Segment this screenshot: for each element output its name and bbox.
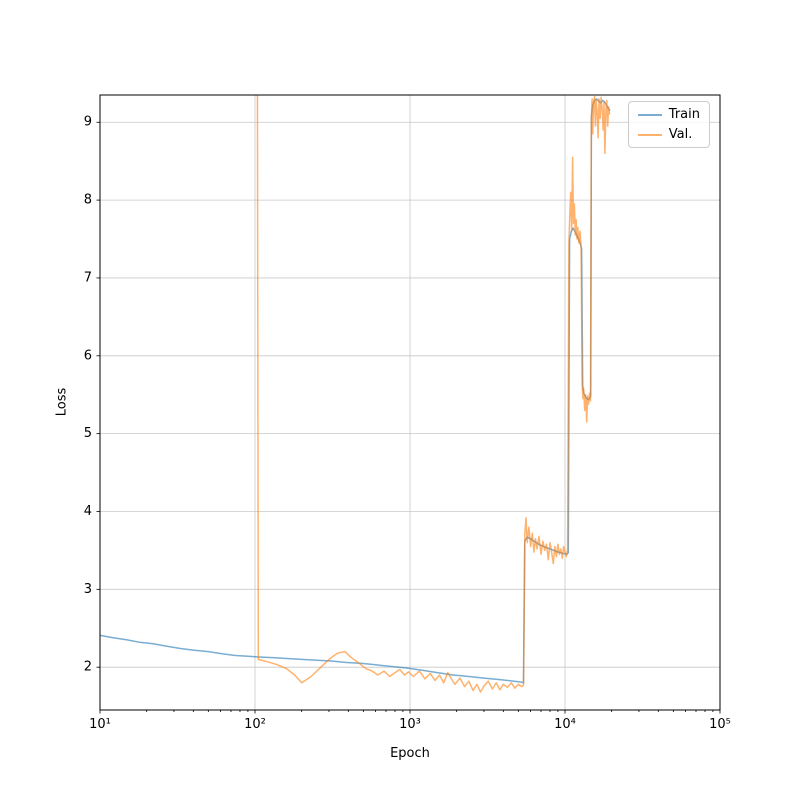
tick-labels: 10¹ 10² 10³ 10⁴ 10⁵ 2 3 4 5 6 7 8 9 [84, 115, 731, 732]
x-axis-label: Epoch [390, 746, 430, 761]
x-tick-label: 10¹ [89, 717, 111, 732]
train-line [100, 98, 611, 684]
y-tick-label: 4 [84, 504, 92, 519]
legend-label-val: Val. [668, 127, 693, 142]
legend-label-train: Train [668, 107, 700, 122]
val-line [256, 95, 611, 693]
y-tick-label: 5 [84, 426, 92, 441]
y-tick-label: 7 [84, 270, 92, 285]
y-tick-label: 3 [84, 582, 92, 597]
x-tick-label: 10³ [399, 717, 421, 732]
legend-line-train-icon [637, 113, 662, 116]
x-tick-label: 10² [244, 717, 266, 732]
legend-entry-train: Train [637, 107, 700, 122]
y-tick-label: 9 [84, 115, 92, 130]
legend: Train Val. [627, 101, 710, 148]
x-tick-label: 10⁵ [709, 717, 731, 732]
y-axis-label: Loss [54, 387, 70, 417]
axes-ticks [96, 121, 721, 714]
legend-entry-val: Val. [637, 127, 700, 142]
legend-line-val-icon [637, 133, 662, 136]
x-tick-label: 10⁴ [554, 717, 576, 732]
y-tick-label: 2 [84, 660, 92, 675]
grid [100, 95, 720, 710]
y-tick-label: 8 [84, 193, 92, 208]
plot-frame [99, 94, 721, 711]
y-tick-label: 6 [84, 348, 92, 363]
